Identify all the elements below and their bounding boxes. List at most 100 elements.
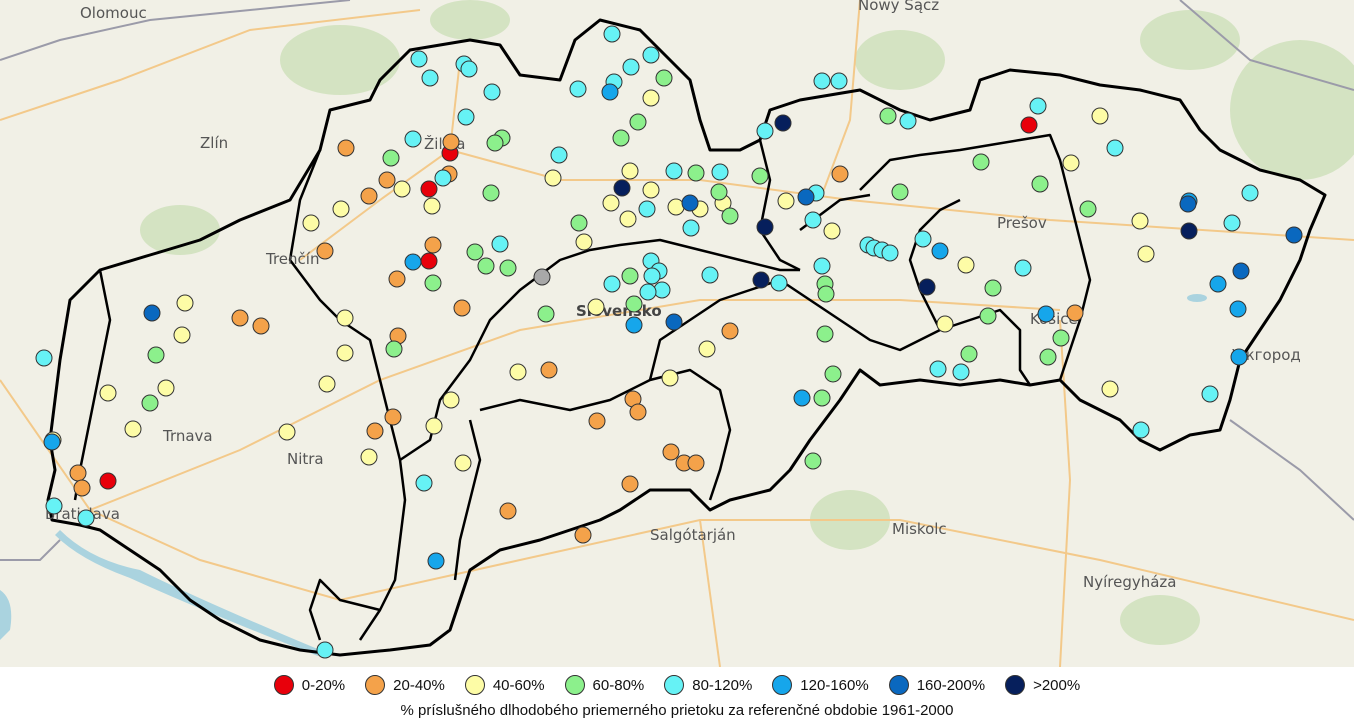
station-marker[interactable] xyxy=(1106,139,1124,157)
station-marker[interactable] xyxy=(613,179,631,197)
station-marker[interactable] xyxy=(382,149,400,167)
station-marker[interactable] xyxy=(77,509,95,527)
station-marker[interactable] xyxy=(486,134,504,152)
station-marker[interactable] xyxy=(665,162,683,180)
station-marker[interactable] xyxy=(316,641,334,659)
station-marker[interactable] xyxy=(460,60,478,78)
station-marker[interactable] xyxy=(957,256,975,274)
station-marker[interactable] xyxy=(1179,195,1197,213)
station-marker[interactable] xyxy=(393,180,411,198)
station-marker[interactable] xyxy=(1079,200,1097,218)
station-marker[interactable] xyxy=(1037,305,1055,323)
station-marker[interactable] xyxy=(231,309,249,327)
station-marker[interactable] xyxy=(681,194,699,212)
station-marker[interactable] xyxy=(936,315,954,333)
station-marker[interactable] xyxy=(427,552,445,570)
station-marker[interactable] xyxy=(667,198,685,216)
station-marker[interactable] xyxy=(252,317,270,335)
station-marker[interactable] xyxy=(701,266,719,284)
station-marker[interactable] xyxy=(550,146,568,164)
station-marker[interactable] xyxy=(141,394,159,412)
station-marker[interactable] xyxy=(629,403,647,421)
station-marker[interactable] xyxy=(388,270,406,288)
station-marker[interactable] xyxy=(603,275,621,293)
station-marker[interactable] xyxy=(457,108,475,126)
station-marker[interactable] xyxy=(662,443,680,461)
station-marker[interactable] xyxy=(643,267,661,285)
station-marker[interactable] xyxy=(661,369,679,387)
station-marker[interactable] xyxy=(891,183,909,201)
station-marker[interactable] xyxy=(337,139,355,157)
station-marker[interactable] xyxy=(415,474,433,492)
station-marker[interactable] xyxy=(665,313,683,331)
station-marker[interactable] xyxy=(404,253,422,271)
station-marker[interactable] xyxy=(960,345,978,363)
station-marker[interactable] xyxy=(642,46,660,64)
station-marker[interactable] xyxy=(1029,97,1047,115)
station-marker[interactable] xyxy=(1039,348,1057,366)
station-marker[interactable] xyxy=(1223,214,1241,232)
station-marker[interactable] xyxy=(642,89,660,107)
station-marker[interactable] xyxy=(540,361,558,379)
station-marker[interactable] xyxy=(336,309,354,327)
station-marker[interactable] xyxy=(45,497,63,515)
station-marker[interactable] xyxy=(173,326,191,344)
station-marker[interactable] xyxy=(931,242,949,260)
station-marker[interactable] xyxy=(899,112,917,130)
station-marker[interactable] xyxy=(622,58,640,76)
station-marker[interactable] xyxy=(979,307,997,325)
station-marker[interactable] xyxy=(1230,348,1248,366)
station-marker[interactable] xyxy=(1201,385,1219,403)
station-marker[interactable] xyxy=(621,267,639,285)
station-marker[interactable] xyxy=(384,408,402,426)
station-marker[interactable] xyxy=(124,420,142,438)
station-marker[interactable] xyxy=(454,454,472,472)
station-marker[interactable] xyxy=(1229,300,1247,318)
station-marker[interactable] xyxy=(69,464,87,482)
station-marker[interactable] xyxy=(157,379,175,397)
station-marker[interactable] xyxy=(1031,175,1049,193)
station-marker[interactable] xyxy=(752,271,770,289)
station-marker[interactable] xyxy=(952,363,970,381)
station-marker[interactable] xyxy=(831,165,849,183)
station-marker[interactable] xyxy=(410,50,428,68)
station-marker[interactable] xyxy=(360,187,378,205)
station-marker[interactable] xyxy=(601,83,619,101)
station-marker[interactable] xyxy=(621,475,639,493)
station-marker[interactable] xyxy=(655,69,673,87)
station-marker[interactable] xyxy=(804,452,822,470)
station-marker[interactable] xyxy=(881,244,899,262)
station-marker[interactable] xyxy=(425,417,443,435)
station-marker[interactable] xyxy=(653,281,671,299)
station-marker[interactable] xyxy=(302,214,320,232)
station-marker[interactable] xyxy=(642,181,660,199)
station-marker[interactable] xyxy=(823,222,841,240)
station-marker[interactable] xyxy=(1101,380,1119,398)
station-marker[interactable] xyxy=(813,257,831,275)
station-marker[interactable] xyxy=(698,340,716,358)
station-marker[interactable] xyxy=(1091,107,1109,125)
station-marker[interactable] xyxy=(797,188,815,206)
station-marker[interactable] xyxy=(316,242,334,260)
station-marker[interactable] xyxy=(404,130,422,148)
station-marker[interactable] xyxy=(603,25,621,43)
station-marker[interactable] xyxy=(682,219,700,237)
station-marker[interactable] xyxy=(176,294,194,312)
station-marker[interactable] xyxy=(424,236,442,254)
station-marker[interactable] xyxy=(625,295,643,313)
station-marker[interactable] xyxy=(99,472,117,490)
station-marker[interactable] xyxy=(1020,116,1038,134)
station-marker[interactable] xyxy=(366,422,384,440)
station-marker[interactable] xyxy=(929,360,947,378)
station-marker[interactable] xyxy=(629,113,647,131)
station-marker[interactable] xyxy=(434,169,452,187)
station-marker[interactable] xyxy=(482,184,500,202)
station-marker[interactable] xyxy=(879,107,897,125)
station-marker[interactable] xyxy=(588,412,606,430)
station-marker[interactable] xyxy=(43,433,61,451)
station-marker[interactable] xyxy=(143,304,161,322)
station-marker[interactable] xyxy=(318,375,336,393)
station-marker[interactable] xyxy=(756,218,774,236)
station-marker[interactable] xyxy=(602,194,620,212)
station-marker[interactable] xyxy=(575,233,593,251)
